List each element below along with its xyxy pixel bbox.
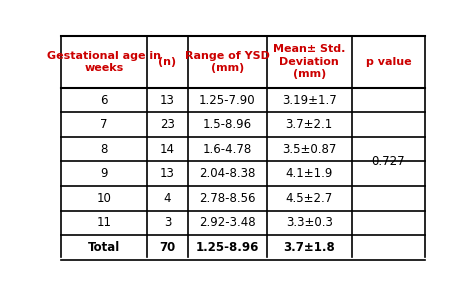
Text: 6: 6: [100, 94, 108, 107]
Text: (n): (n): [158, 57, 176, 67]
Text: 2.92-3.48: 2.92-3.48: [199, 216, 256, 229]
Text: Gestational age in
weeks: Gestational age in weeks: [47, 51, 161, 73]
Text: Total: Total: [88, 241, 120, 254]
Text: 0.727: 0.727: [372, 155, 405, 168]
Text: 1.6-4.78: 1.6-4.78: [203, 143, 252, 156]
Text: 10: 10: [96, 192, 111, 205]
Text: 3.7±2.1: 3.7±2.1: [286, 118, 333, 131]
Text: 14: 14: [160, 143, 175, 156]
Text: p value: p value: [365, 57, 411, 67]
Text: 1.5-8.96: 1.5-8.96: [203, 118, 252, 131]
Text: 13: 13: [160, 94, 175, 107]
Text: 70: 70: [159, 241, 175, 254]
Text: 2.04-8.38: 2.04-8.38: [199, 167, 255, 180]
Text: 4.5±2.7: 4.5±2.7: [286, 192, 333, 205]
Text: 7: 7: [100, 118, 108, 131]
Text: 2.78-8.56: 2.78-8.56: [199, 192, 255, 205]
Text: Mean± Std.
Deviation
(mm): Mean± Std. Deviation (mm): [273, 44, 346, 79]
Text: 9: 9: [100, 167, 108, 180]
Text: 3.19±1.7: 3.19±1.7: [282, 94, 337, 107]
Text: 23: 23: [160, 118, 175, 131]
Text: 3.7±1.8: 3.7±1.8: [283, 241, 335, 254]
Text: Range of YSD
(mm): Range of YSD (mm): [185, 51, 270, 73]
Text: 3.3±0.3: 3.3±0.3: [286, 216, 333, 229]
Text: 1.25-7.90: 1.25-7.90: [199, 94, 256, 107]
Text: 3: 3: [164, 216, 171, 229]
Text: 1.25-8.96: 1.25-8.96: [196, 241, 259, 254]
Text: 11: 11: [96, 216, 111, 229]
Text: 4.1±1.9: 4.1±1.9: [286, 167, 333, 180]
Text: 3.5±0.87: 3.5±0.87: [282, 143, 337, 156]
Text: 13: 13: [160, 167, 175, 180]
Text: 8: 8: [100, 143, 108, 156]
Text: 4: 4: [164, 192, 171, 205]
